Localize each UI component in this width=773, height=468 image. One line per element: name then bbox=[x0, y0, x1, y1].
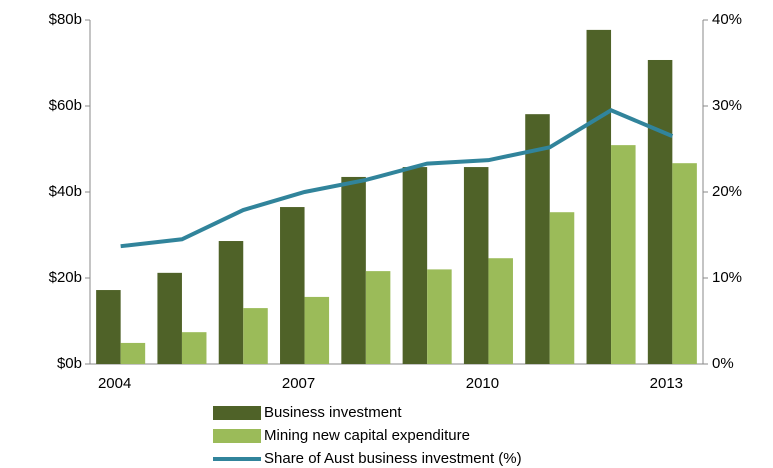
y-tick-label: $60b bbox=[49, 97, 82, 114]
bar bbox=[120, 342, 146, 364]
bar bbox=[402, 167, 428, 364]
legend-swatch bbox=[213, 406, 261, 420]
bar bbox=[611, 145, 636, 364]
bar bbox=[525, 114, 550, 364]
legend-label: Mining new capital expenditure bbox=[264, 427, 470, 444]
bar bbox=[304, 296, 330, 364]
bar bbox=[549, 212, 575, 364]
x-tick-label: 2007 bbox=[282, 375, 315, 392]
y2-tick-label: 30% bbox=[712, 97, 742, 114]
bar bbox=[96, 290, 121, 364]
y2-tick-label: 10% bbox=[712, 269, 742, 286]
x-tick-label: 2004 bbox=[98, 375, 131, 392]
legend-label: Share of Aust business investment (%) bbox=[264, 450, 522, 467]
bar bbox=[463, 167, 489, 364]
y-tick-label: $20b bbox=[49, 269, 82, 286]
bar bbox=[365, 271, 391, 364]
legend-label: Business investment bbox=[264, 404, 402, 421]
legend-swatch bbox=[213, 429, 261, 443]
y-tick-label: $80b bbox=[49, 11, 82, 28]
bar bbox=[243, 308, 268, 364]
y-tick-label: $40b bbox=[49, 183, 82, 200]
y2-tick-label: 0% bbox=[712, 355, 734, 372]
y-tick-label: $0b bbox=[57, 355, 82, 372]
bar bbox=[341, 176, 366, 364]
bar bbox=[647, 59, 673, 365]
line bbox=[120, 108, 674, 249]
bar bbox=[488, 258, 513, 364]
bar bbox=[280, 207, 305, 364]
x-tick-label: 2010 bbox=[466, 375, 499, 392]
bar bbox=[157, 272, 182, 364]
bar bbox=[218, 241, 244, 364]
bar bbox=[672, 163, 697, 364]
bar bbox=[181, 332, 207, 364]
y2-tick-label: 40% bbox=[712, 11, 742, 28]
bar bbox=[586, 29, 612, 364]
x-tick-label: 2013 bbox=[650, 375, 683, 392]
bar bbox=[427, 269, 452, 364]
y2-tick-label: 20% bbox=[712, 183, 742, 200]
